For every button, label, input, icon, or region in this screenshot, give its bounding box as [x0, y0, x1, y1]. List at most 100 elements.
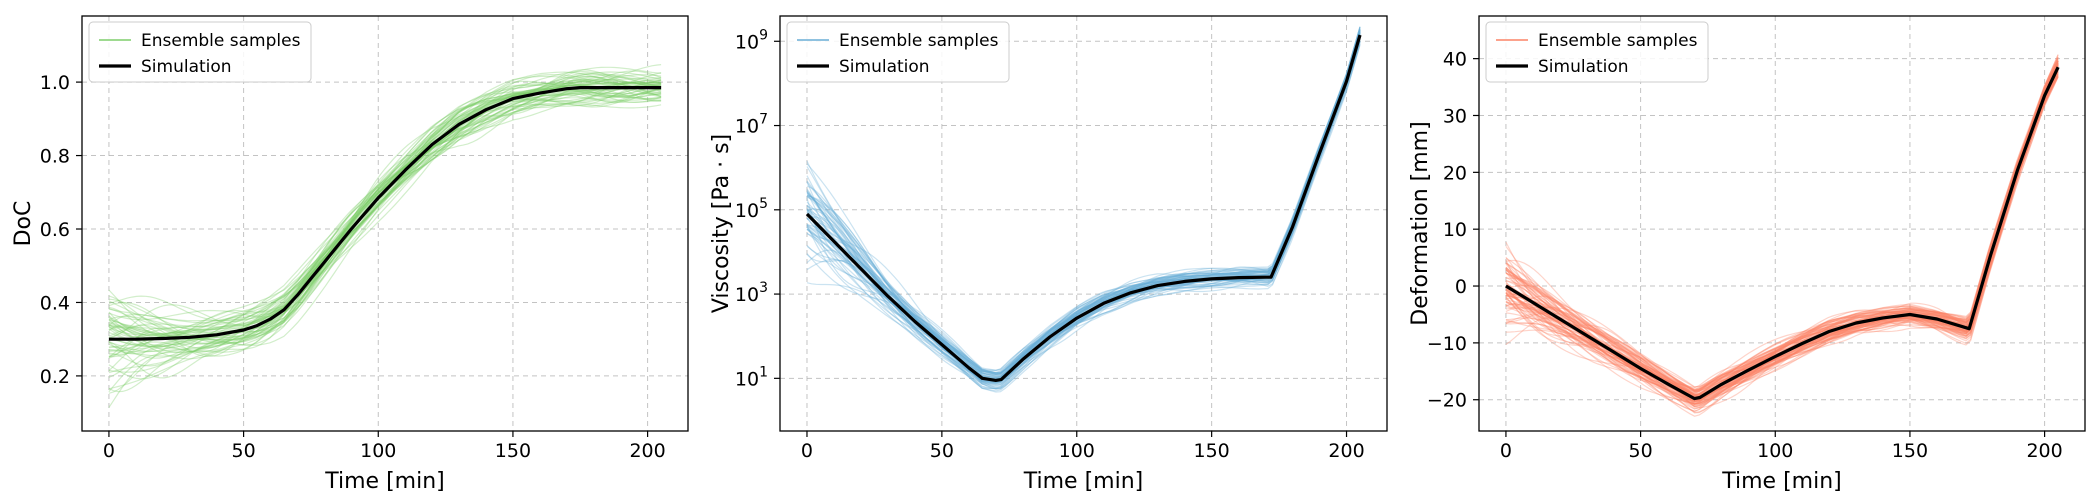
y-axis-label: DoC [11, 201, 36, 247]
ensemble-line [108, 87, 662, 347]
y-tick-label: 1.0 [40, 72, 70, 94]
ensemble-line [1505, 68, 2059, 402]
ensemble-line [1505, 62, 2059, 402]
ensemble-line [806, 40, 1361, 380]
x-tick-label: 50 [930, 440, 954, 462]
ensemble-line [806, 31, 1361, 384]
y-axis-label: Deformation [mm] [1408, 121, 1433, 325]
ensemble-line [108, 81, 662, 331]
ensemble-line [108, 71, 662, 331]
chart-panel-3: 0 50 100 150 200 −20 −10 0 10 20 30 40 Time [min] Def… [1408, 15, 2086, 494]
x-tick-label: 100 [360, 440, 396, 462]
ensemble-line [108, 71, 662, 334]
x-tick-label: 50 [1629, 440, 1653, 462]
ensemble-line [108, 66, 662, 322]
ensemble-line [806, 43, 1361, 383]
ensemble-line [806, 31, 1361, 376]
ensemble-line [1505, 69, 2059, 403]
ensemble-line [1505, 73, 2059, 407]
x-tick-label: 200 [1328, 440, 1364, 462]
ensemble-line [108, 72, 662, 349]
y-tick-label: 0.2 [40, 366, 70, 388]
ensemble-line [806, 33, 1361, 380]
ensemble-line [806, 29, 1361, 383]
ensemble-line [806, 29, 1361, 378]
ensemble-line [108, 84, 662, 352]
y-tick-label: −20 [1427, 390, 1467, 412]
ensemble-line [1505, 54, 2059, 403]
ensemble-line [806, 36, 1361, 393]
ensemble-line [1505, 57, 2059, 397]
ensemble-line [806, 32, 1361, 378]
legend: Ensemble samples Simulation [1485, 21, 1709, 83]
ensemble-line [806, 34, 1361, 388]
ensemble-line [806, 31, 1361, 382]
ensemble-line [108, 83, 662, 345]
ensemble-line [108, 96, 662, 408]
ensemble-line [1505, 68, 2059, 392]
ensemble-line [108, 85, 662, 358]
y-tick-label: 10 [1443, 219, 1467, 241]
y-tick-label: 105 [735, 196, 768, 222]
legend: Ensemble samples Simulation [786, 21, 1010, 83]
y-tick-label: −10 [1427, 333, 1467, 355]
ensemble-line [1505, 63, 2059, 394]
legend-simulation-label: Simulation [1538, 57, 1629, 77]
ensemble-line [806, 38, 1361, 384]
x-tick-label: 150 [495, 440, 531, 462]
y-tick-label: 107 [735, 112, 768, 138]
ensemble-line [1505, 65, 2059, 393]
ensemble-line [806, 33, 1361, 380]
ensemble-line [108, 75, 662, 350]
ensemble-line [108, 84, 662, 352]
ensemble-line [806, 37, 1361, 390]
y-tick-label: 101 [735, 364, 768, 390]
ensemble-line [1505, 61, 2059, 395]
x-tick-label: 0 [801, 440, 813, 462]
ensemble-line [108, 80, 662, 380]
ensemble-line [1505, 68, 2059, 398]
legend-ensemble-label: Ensemble samples [839, 31, 999, 51]
simulation-line [108, 86, 662, 341]
legend-simulation-label: Simulation [839, 57, 930, 77]
ensemble-line [1505, 72, 2059, 396]
ensemble-line [1505, 71, 2059, 405]
ensemble-line [108, 73, 662, 337]
ensemble-line [108, 82, 662, 353]
x-tick-label: 150 [1194, 440, 1230, 462]
ensemble-line [806, 30, 1361, 375]
ensemble-line [806, 36, 1361, 385]
y-tick-label: 40 [1443, 49, 1467, 71]
ensemble-line [1505, 74, 2059, 407]
legend-box [786, 21, 1010, 83]
ensemble-line [1505, 63, 2059, 396]
x-tick-label: 200 [629, 440, 665, 462]
ensemble-line [806, 43, 1361, 392]
x-tick-label: 100 [1757, 440, 1793, 462]
ensemble-line [108, 64, 662, 321]
x-tick-label: 200 [2026, 440, 2062, 462]
chart-panel-1: 0 50 100 150 200 0.2 0.4 0.6 0.8 1.0 Time [min] DoC… [11, 15, 689, 494]
x-tick-label: 100 [1059, 440, 1095, 462]
legend-ensemble-label: Ensemble samples [1538, 31, 1698, 51]
ensemble-line [108, 72, 662, 355]
ensemble-line [108, 85, 662, 339]
ensemble-line [108, 80, 662, 356]
ensemble-line [806, 29, 1361, 387]
y-tick-label: 103 [735, 280, 768, 306]
simulation-line [1505, 66, 2060, 401]
ensemble-line [1505, 56, 2059, 390]
ensemble-line [1505, 60, 2059, 392]
ensemble-line [806, 29, 1361, 377]
ensemble-line [1505, 54, 2059, 389]
ensemble-line [806, 30, 1361, 382]
ensemble-line [1505, 77, 2059, 412]
ensemble-line [108, 86, 662, 348]
ensemble-line [806, 26, 1361, 374]
legend-ensemble-label: Ensemble samples [141, 31, 301, 51]
ensemble-line [1505, 70, 2059, 398]
ensemble-line [1505, 56, 2059, 402]
plot-area [108, 64, 662, 408]
ensemble-line [806, 34, 1361, 381]
